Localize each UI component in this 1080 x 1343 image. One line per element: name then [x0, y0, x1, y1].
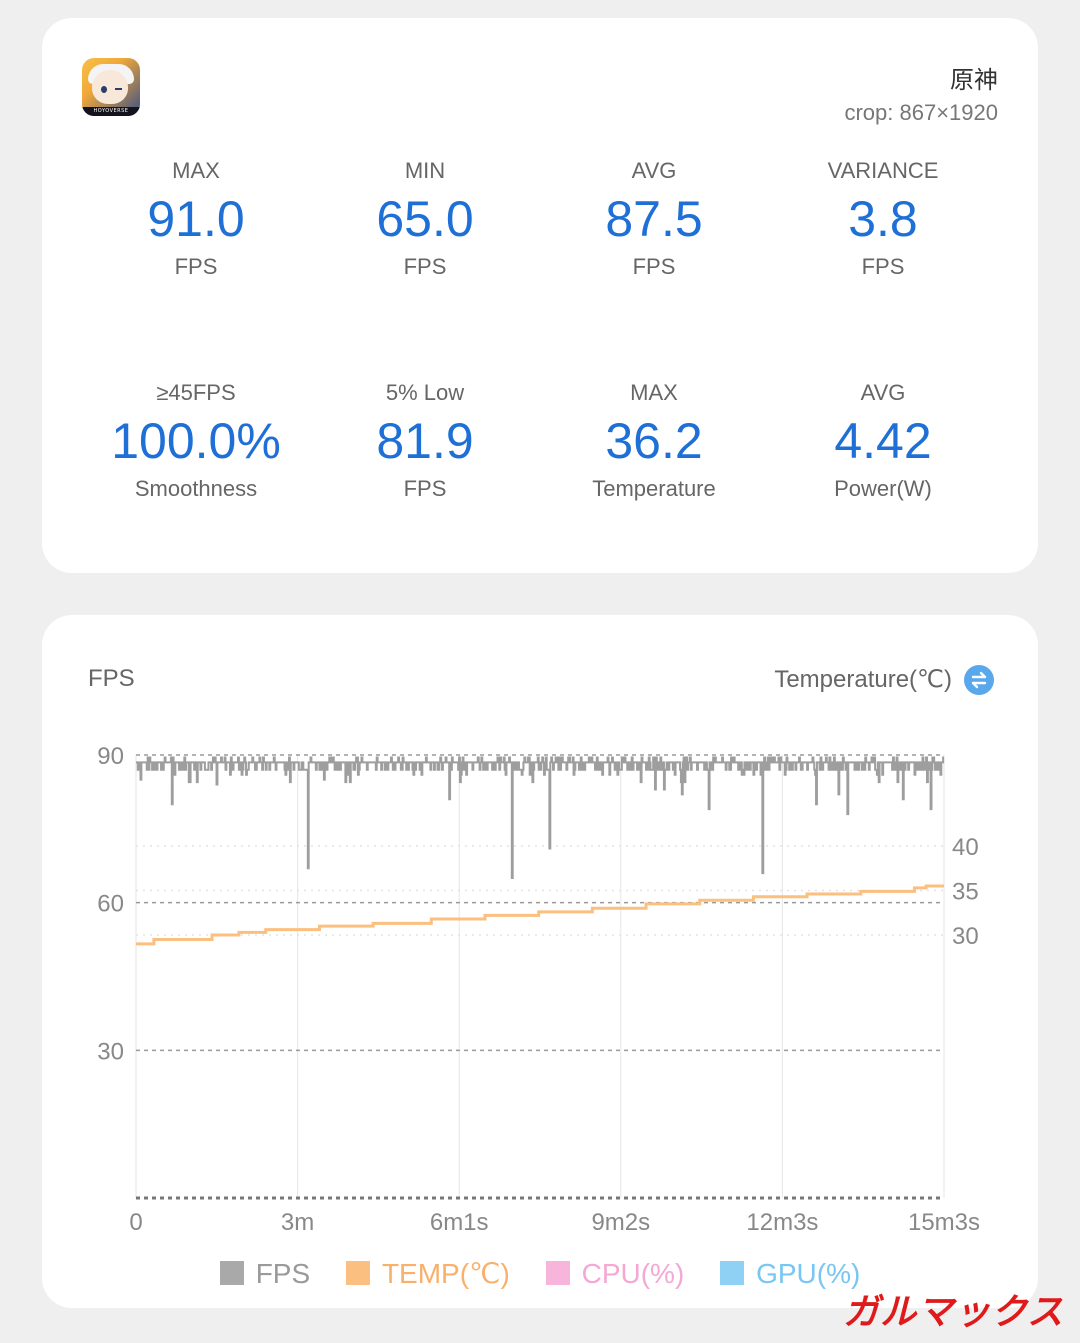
legend-cpu[interactable]: CPU(%) — [545, 1258, 685, 1290]
legend-swatch — [545, 1261, 570, 1285]
stat-5pct-low: 5% Low 81.9 FPS — [310, 380, 540, 502]
y-right-tick-label: 40 — [952, 834, 979, 861]
legend-label: TEMP(℃) — [381, 1258, 510, 1289]
fps-series-line — [136, 756, 945, 880]
y-left-tick-label: 90 — [97, 743, 124, 770]
stat-label: AVG — [860, 380, 906, 405]
stat-avg-fps: AVG 87.5 FPS — [539, 158, 769, 280]
stat-value: 3.8 — [848, 191, 918, 247]
stat-value: 65.0 — [376, 191, 474, 247]
stat-label: ≥45FPS — [156, 380, 236, 405]
temp-series-line — [136, 884, 944, 946]
stat-smoothness: ≥45FPS 100.0% Smoothness — [81, 380, 311, 502]
y-right-tick-label: 30 — [952, 923, 979, 950]
stat-unit: FPS — [632, 254, 676, 279]
stat-label: MAX — [172, 158, 220, 183]
y-left-tick-label: 60 — [97, 891, 124, 918]
legend-label: GPU(%) — [756, 1258, 861, 1289]
watermark-logo: ガルマックス — [843, 1292, 1064, 1333]
swap-vertical-icon[interactable] — [964, 665, 994, 695]
stat-value: 36.2 — [605, 413, 703, 469]
stat-label: VARIANCE — [827, 158, 939, 183]
x-tick-label: 3m — [281, 1209, 314, 1236]
performance-chart: 90 60 30 40 35 30 0 3m 6m1s 9m2s 12m3s 15m3s — [97, 743, 980, 1236]
app-icon-brand-text: HOYOVERSE — [93, 108, 129, 114]
stat-min-fps: MIN 65.0 FPS — [310, 158, 540, 280]
stat-value: 100.0% — [111, 413, 281, 469]
stat-unit: Smoothness — [134, 476, 258, 501]
legend-label: FPS — [255, 1258, 311, 1289]
stat-label: AVG — [631, 158, 677, 183]
app-icon-eye — [101, 86, 107, 93]
app-name: 原神 — [950, 66, 998, 94]
stat-value: 87.5 — [605, 191, 703, 247]
legend-swatch — [345, 1261, 370, 1285]
y-right-tick-label: 35 — [952, 879, 979, 906]
legend-fps[interactable]: FPS — [219, 1258, 311, 1290]
stat-unit: Power(W) — [834, 476, 932, 501]
chart-right-axis-title: Temperature(℃) — [774, 666, 952, 693]
legend-temp[interactable]: TEMP(℃) — [345, 1257, 510, 1290]
legend-gpu[interactable]: GPU(%) — [720, 1258, 860, 1290]
stat-label: MAX — [630, 380, 678, 405]
legend-swatch — [219, 1261, 244, 1285]
stat-max-fps: MAX 91.0 FPS — [81, 158, 311, 280]
stat-unit: Temperature — [592, 476, 716, 501]
stat-unit: FPS — [403, 476, 447, 501]
summary-card: HOYOVERSE 原神 crop: 867×1920 MAX 91.0 FPS… — [42, 18, 1038, 573]
stat-unit: FPS — [174, 254, 218, 279]
legend-swatch — [720, 1261, 745, 1285]
x-tick-label: 6m1s — [430, 1209, 489, 1236]
chart-card: FPS Temperature(℃) 90 60 30 40 35 30 0 3m 6m1s 9m… — [42, 615, 1038, 1308]
stat-unit: FPS — [403, 254, 447, 279]
x-tick-label: 15m3s — [908, 1209, 980, 1236]
stat-max-temperature: MAX 36.2 Temperature — [539, 380, 769, 502]
stat-value: 91.0 — [147, 191, 245, 247]
app-icon-face — [92, 70, 128, 104]
genshin-app-icon: HOYOVERSE — [82, 58, 140, 116]
stat-value: 4.42 — [834, 413, 932, 469]
y-left-tick-label: 30 — [97, 1038, 124, 1065]
x-tick-label: 0 — [129, 1209, 142, 1236]
legend-label: CPU(%) — [581, 1258, 685, 1289]
app-icon-wink — [115, 88, 122, 90]
chart-legend: FPS TEMP(℃) CPU(%) GPU(%) — [42, 1257, 1038, 1290]
stat-label: MIN — [404, 158, 446, 183]
x-tick-label: 9m2s — [591, 1209, 650, 1236]
stat-unit: FPS — [861, 254, 905, 279]
stat-label: 5% Low — [385, 380, 465, 405]
stat-value: 81.9 — [376, 413, 474, 469]
chart-left-axis-title: FPS — [88, 665, 135, 692]
stat-variance: VARIANCE 3.8 FPS — [768, 158, 998, 280]
stat-avg-power: AVG 4.42 Power(W) — [768, 380, 998, 502]
crop-resolution: crop: 867×1920 — [844, 100, 998, 125]
x-tick-label: 12m3s — [746, 1209, 818, 1236]
app-icon-band: HOYOVERSE — [82, 107, 140, 116]
